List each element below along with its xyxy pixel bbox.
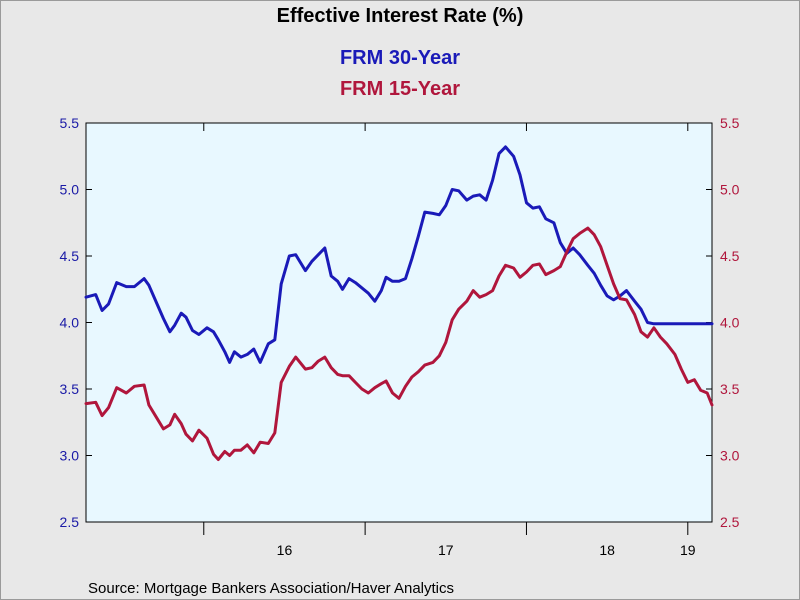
left-axis: 2.5 3.0 3.5 4.0 4.5 5.0 5.5 bbox=[60, 115, 92, 530]
left-tick-label: 4.5 bbox=[60, 248, 80, 264]
left-tick-label: 2.5 bbox=[60, 514, 80, 530]
source-note: Source: Mortgage Bankers Association/Hav… bbox=[88, 580, 454, 597]
left-tick-label: 5.5 bbox=[60, 115, 80, 131]
x-tick-label: 18 bbox=[599, 542, 615, 558]
left-tick-label: 3.5 bbox=[60, 381, 80, 397]
left-tick-label: 4.0 bbox=[60, 315, 80, 331]
right-tick-label: 5.5 bbox=[720, 115, 740, 131]
chart-title: Effective Interest Rate (%) bbox=[277, 5, 524, 27]
series-line-frm-30-year bbox=[84, 145, 714, 364]
right-tick-label: 3.5 bbox=[720, 381, 740, 397]
x-axis: 16 17 18 19 bbox=[203, 123, 696, 558]
right-tick-label: 3.0 bbox=[720, 448, 740, 464]
x-tick-label: 16 bbox=[277, 542, 293, 558]
right-axis: 2.5 3.0 3.5 4.0 4.5 5.0 5.5 bbox=[706, 115, 740, 530]
legend-frm-15-year: FRM 15-Year bbox=[340, 78, 460, 100]
right-tick-label: 4.0 bbox=[720, 315, 740, 331]
right-tick-label: 2.5 bbox=[720, 514, 740, 530]
x-tick-label: 17 bbox=[438, 542, 454, 558]
series-layer bbox=[84, 145, 714, 461]
legend-frm-30-year: FRM 30-Year bbox=[340, 47, 460, 69]
series-line-frm-15-year bbox=[84, 226, 714, 461]
right-tick-label: 5.0 bbox=[720, 182, 740, 198]
x-tick-label: 19 bbox=[680, 542, 696, 558]
right-tick-label: 4.5 bbox=[720, 248, 740, 264]
left-tick-label: 5.0 bbox=[60, 182, 80, 198]
plot-area bbox=[85, 122, 713, 523]
left-tick-label: 3.0 bbox=[60, 448, 80, 464]
